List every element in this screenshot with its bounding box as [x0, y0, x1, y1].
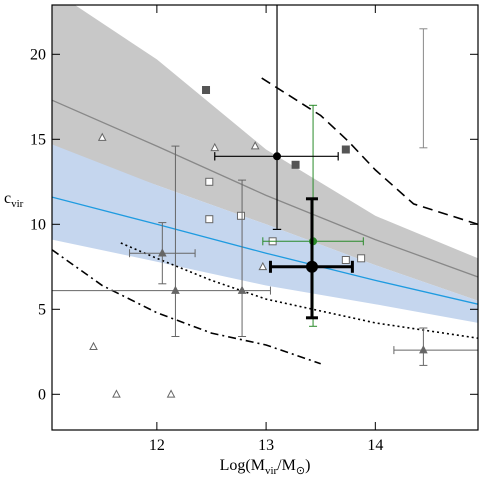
data-point — [89, 341, 98, 350]
band — [52, 144, 478, 323]
data-point — [166, 389, 176, 398]
model-curve — [52, 99, 478, 278]
data-point — [273, 152, 282, 161]
data-point — [357, 254, 366, 263]
x-axis-label: Log(Mvir/M⊙) — [220, 457, 311, 477]
plot-area — [52, 5, 478, 398]
data-point — [171, 285, 180, 294]
x-tick-label: 13 — [258, 437, 274, 454]
data-point — [210, 142, 220, 152]
data-point — [291, 160, 300, 169]
data-point — [419, 345, 428, 354]
y-tick-label: 0 — [38, 386, 46, 403]
x-label-part: Log(M — [220, 457, 265, 474]
y-tick-label: 5 — [38, 301, 46, 318]
data-point — [205, 177, 214, 186]
model-curve — [261, 77, 478, 226]
data-point — [250, 141, 260, 150]
data-point — [97, 132, 107, 141]
band — [52, 5, 478, 301]
data-point — [237, 285, 247, 294]
model-curve — [120, 242, 478, 339]
x-label-part: ) — [305, 457, 310, 474]
y-label-part: c — [4, 190, 11, 207]
data-point — [202, 86, 211, 94]
data-point — [305, 260, 318, 273]
data-point — [205, 215, 214, 224]
model-curve — [52, 249, 321, 365]
x-tick-label: 14 — [367, 437, 383, 454]
y-tick-label: 15 — [30, 131, 46, 148]
model-curve — [52, 196, 478, 305]
data-point — [258, 261, 268, 271]
axes-frame — [51, 4, 479, 431]
x-label-sub: vir — [265, 465, 278, 477]
data-point — [236, 211, 245, 220]
x-tick-label: 12 — [149, 437, 165, 454]
data-point — [112, 389, 121, 398]
y-tick-label: 10 — [30, 216, 46, 233]
data-point — [341, 256, 350, 264]
data-point — [341, 145, 350, 154]
x-label-sub: ⊙ — [296, 465, 305, 477]
y-label-sub: vir — [11, 198, 24, 210]
data-point — [157, 248, 167, 257]
y-tick-label: 20 — [30, 46, 46, 63]
y-axis-label: cvir — [4, 190, 24, 210]
x-label-part: /M — [277, 457, 296, 474]
